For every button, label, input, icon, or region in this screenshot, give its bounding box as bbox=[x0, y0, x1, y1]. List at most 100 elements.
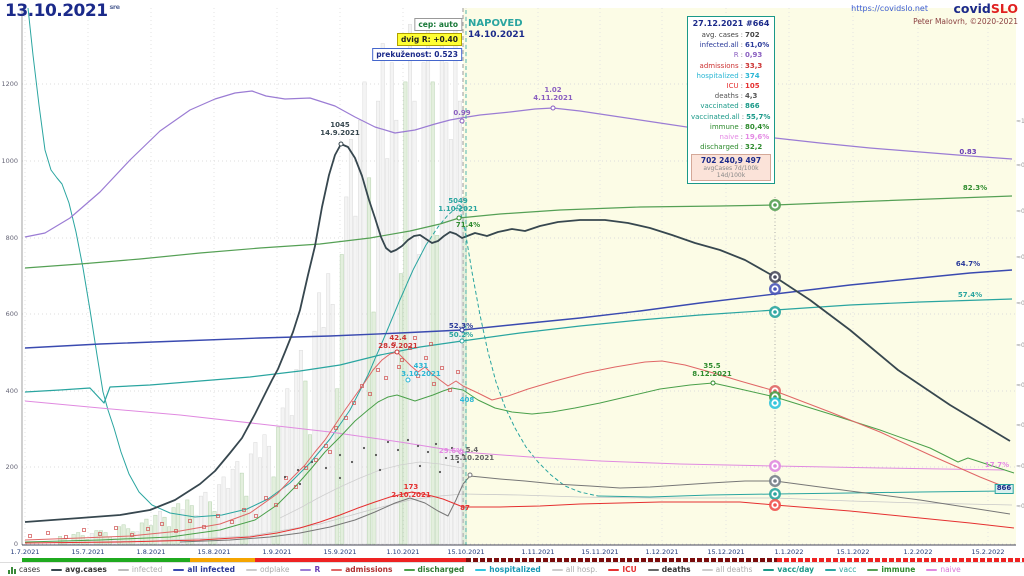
series-avg-cases bbox=[24, 143, 1011, 523]
infobox-row-value: 61,0% bbox=[745, 41, 770, 50]
legend-label: all infected bbox=[187, 565, 235, 574]
series-admissions bbox=[24, 351, 1006, 541]
admissions-point bbox=[413, 336, 417, 340]
daily-point bbox=[338, 453, 342, 457]
x-axis-date-label: 1.12.2021 bbox=[645, 548, 679, 556]
cases-bar bbox=[208, 501, 212, 545]
cases-bar bbox=[180, 509, 185, 545]
report-date: 13.10.2021 sre bbox=[5, 1, 120, 21]
y-axis-tick-label: 1200 bbox=[1, 80, 18, 88]
series-icu bbox=[24, 491, 1015, 544]
cases-bar bbox=[348, 139, 353, 545]
forecast-day-marker-core bbox=[773, 401, 777, 405]
right-axis-tick-label: ≈0.7 bbox=[1016, 254, 1024, 261]
x-axis-date-label: 1.9.2021 bbox=[262, 548, 292, 556]
forecast-day-marker-core bbox=[773, 287, 777, 291]
x-axis-date-label: 15.1.2022 bbox=[836, 548, 870, 556]
y-axis-tick-label: 600 bbox=[5, 310, 18, 318]
legend-label: all deaths bbox=[715, 565, 753, 574]
y-axis-tick-label: 800 bbox=[5, 234, 18, 242]
admissions-point bbox=[28, 534, 32, 538]
legend-label: cases bbox=[19, 565, 41, 574]
right-axis-tick-label: ≈0.2 bbox=[1016, 463, 1024, 470]
legend-item-admissions: admissions bbox=[331, 565, 393, 574]
legend-item-vacc: vacc bbox=[825, 565, 856, 574]
cep-setting-box[interactable]: cep: auto bbox=[414, 18, 462, 31]
admissions-point bbox=[146, 527, 150, 531]
right-axis-tick-label: ≈0.8 bbox=[1016, 208, 1024, 215]
annotation-dot bbox=[459, 338, 465, 344]
admissions-point bbox=[174, 529, 178, 533]
admissions-point bbox=[242, 508, 246, 512]
legend-item-all-hosp-: all hosp. bbox=[551, 565, 597, 574]
right-axis-tick-label: ≈0.6 bbox=[1016, 300, 1024, 307]
forecast-day-marker-core bbox=[773, 203, 777, 207]
cases-bar bbox=[335, 388, 340, 545]
right-axis-tick-label: ≈0.1 bbox=[1016, 503, 1024, 510]
cases-bar bbox=[412, 100, 417, 545]
series-line-icon bbox=[701, 568, 713, 571]
cases-bar bbox=[280, 407, 285, 545]
annotation-dot bbox=[338, 141, 344, 147]
infobox-row-label: deaths bbox=[714, 92, 739, 101]
cases-bar bbox=[153, 514, 158, 545]
infobox-row-immune: immune:80,4% bbox=[691, 122, 771, 132]
annotation-dot bbox=[458, 449, 464, 455]
infobox-row-admissions: admissions:33,3 bbox=[691, 61, 771, 71]
x-axis-date-label: 15.10.2021 bbox=[447, 548, 485, 556]
series-line-icon bbox=[608, 568, 620, 571]
daily-point bbox=[350, 460, 354, 464]
daily-point bbox=[338, 476, 342, 480]
series-line-icon bbox=[173, 568, 185, 571]
dvig-r-setting-box[interactable]: dvig R: +0.40 bbox=[397, 33, 462, 46]
cases-bar bbox=[185, 499, 190, 545]
infobox-row-separator: : bbox=[740, 133, 743, 142]
admissions-point bbox=[46, 531, 50, 535]
forecast-day-marker-core bbox=[773, 479, 777, 483]
series-line-icon bbox=[300, 568, 312, 571]
admissions-point bbox=[324, 444, 328, 448]
legend-label: vacc/day bbox=[777, 565, 815, 574]
admissions-point bbox=[284, 476, 288, 480]
series-infected bbox=[279, 461, 463, 519]
admissions-point bbox=[416, 374, 420, 378]
legend-label: deaths bbox=[661, 565, 691, 574]
infobox-row-separator: : bbox=[740, 31, 743, 39]
brand-covid: covid bbox=[953, 1, 991, 16]
admissions-point bbox=[64, 535, 68, 539]
infobox-row-value: 374 bbox=[745, 71, 760, 80]
infobox-row-label: immune bbox=[709, 122, 739, 131]
admissions-point bbox=[432, 382, 436, 386]
annotation-dot bbox=[456, 204, 462, 210]
cases-bar bbox=[389, 62, 394, 545]
admissions-point bbox=[314, 458, 318, 462]
site-url-link[interactable]: https://covidslo.net bbox=[851, 4, 928, 13]
annotation-dot bbox=[710, 380, 716, 386]
series-all-infected bbox=[24, 269, 1013, 349]
forecast-infobox: 27.12.2021 #664 avg. cases:702 infected.a… bbox=[687, 16, 775, 185]
series-line-icon bbox=[867, 568, 879, 571]
infobox-footer: 702 240,9 497 avgCases 7d/100k 14d/100k bbox=[691, 154, 771, 182]
cases-bar bbox=[58, 536, 62, 545]
cases-bar bbox=[285, 388, 290, 545]
legend-label: admissions bbox=[345, 565, 393, 574]
prekuzenost-setting-box[interactable]: prekuženost: 0.523 bbox=[372, 48, 462, 61]
right-axis-tick-label: ≈0.9 bbox=[1016, 162, 1024, 169]
cases-bar bbox=[358, 119, 362, 545]
daily-point bbox=[374, 453, 378, 457]
cases-bar bbox=[171, 507, 176, 545]
phase-strip-segment bbox=[190, 558, 255, 562]
infobox-row-vaccinated-all: vaccinated.all:55,7% bbox=[691, 112, 771, 122]
cases-bar bbox=[176, 503, 181, 545]
cases-bar bbox=[321, 327, 326, 545]
daily-point bbox=[362, 446, 366, 450]
cases-bar bbox=[230, 468, 235, 545]
infobox-row-separator: : bbox=[741, 112, 745, 121]
forecast-title: NAPOVED bbox=[468, 18, 523, 29]
admissions-point bbox=[264, 496, 268, 500]
cases-bar bbox=[294, 369, 299, 545]
infobox-row-naive: naive:19,6% bbox=[691, 132, 771, 142]
cases-bar bbox=[312, 330, 317, 545]
infobox-row-discharged: discharged:32,2 bbox=[691, 142, 771, 152]
